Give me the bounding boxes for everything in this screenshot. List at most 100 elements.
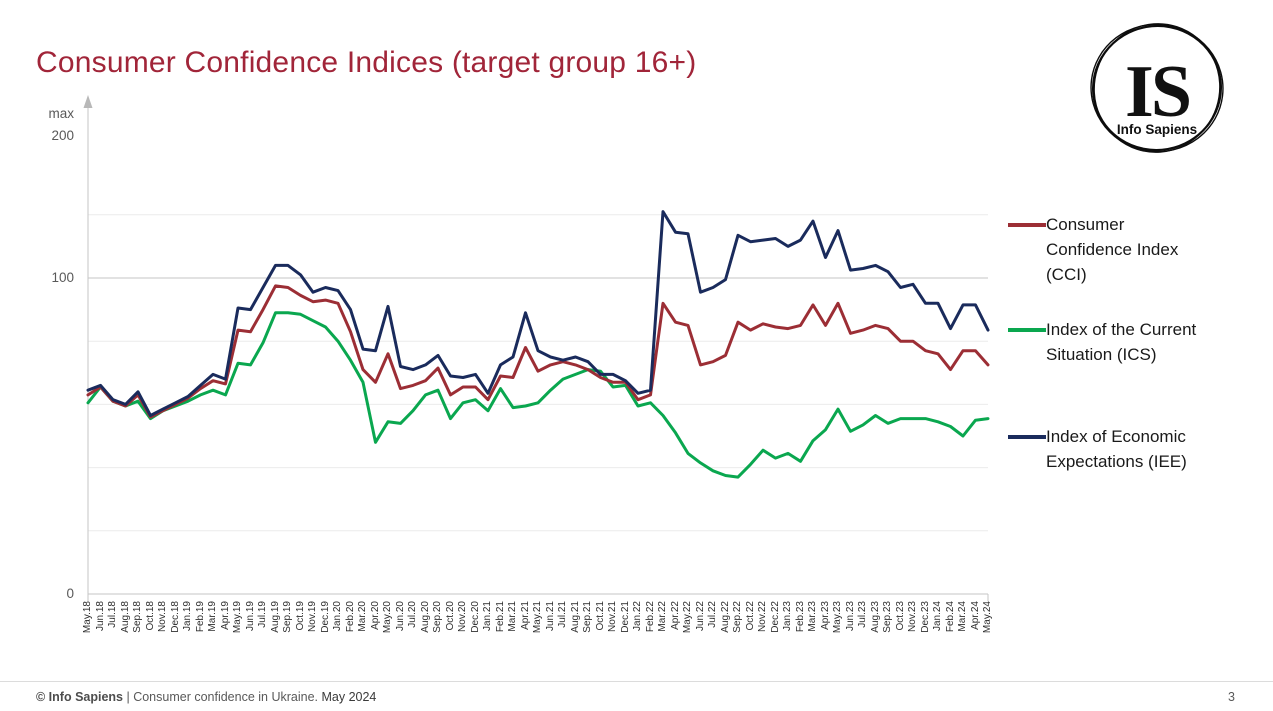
x-tick-label: Jun.22 — [694, 601, 706, 632]
logo-initials: IS — [1125, 51, 1190, 133]
x-tick-label: Feb.19 — [194, 601, 206, 633]
x-tick-label: Oct.22 — [744, 601, 756, 631]
x-tick-label: Jan.19 — [182, 601, 193, 632]
x-tick-label: Dec.21 — [619, 601, 631, 633]
x-tick-label: Aug.19 — [269, 601, 281, 633]
x-tick-label: Jul.19 — [257, 601, 268, 628]
x-tick-label: May.23 — [832, 601, 843, 634]
x-tick-label: Nov.18 — [157, 601, 168, 632]
legend-swatch-cci — [1008, 223, 1046, 227]
x-tick-label: Nov.22 — [757, 601, 768, 632]
footer-copyright: © Info Sapiens — [36, 690, 123, 704]
logo-circle-sketch — [1090, 23, 1224, 153]
x-tick-label: Jan.24 — [932, 601, 943, 632]
y-axis-arrow-icon — [83, 95, 93, 108]
x-tick-label: Dec.23 — [919, 601, 931, 633]
x-tick-label: Oct.20 — [444, 601, 456, 631]
x-tick-label: Jun.21 — [544, 601, 556, 632]
x-tick-label: Sep.21 — [582, 601, 593, 633]
x-tick-label: Aug.20 — [419, 601, 431, 633]
x-tick-label: Dec.19 — [319, 601, 331, 633]
x-tick-label: Oct.18 — [144, 601, 156, 631]
legend-item-ics: Index of the Current Situation (ICS) — [1008, 317, 1258, 367]
x-tick-label: May.21 — [532, 601, 543, 634]
x-tick-label: Jul.22 — [707, 601, 718, 628]
x-tick-label: May.20 — [382, 601, 393, 634]
y-axis-0-label: 0 — [66, 586, 74, 601]
x-tick-label: Aug.21 — [569, 601, 581, 633]
x-tick-label: Apr.20 — [369, 601, 381, 630]
x-tick-label: Aug.18 — [119, 601, 131, 633]
legend-label-ics: Index of the Current Situation (ICS) — [1046, 320, 1197, 364]
x-tick-label: Sep.18 — [132, 601, 143, 633]
x-tick-label: Aug.23 — [869, 601, 881, 633]
legend-item-cci: Consumer Confidence Index (CCI) — [1008, 212, 1258, 287]
x-tick-label: Apr.21 — [519, 601, 531, 630]
x-tick-label: Mar.24 — [957, 601, 968, 632]
y-axis-100-label: 100 — [51, 270, 74, 285]
y-axis-max-label: max — [48, 106, 74, 121]
x-tick-label: Jan.23 — [782, 601, 793, 632]
page-title: Consumer Confidence Indices (target grou… — [36, 46, 697, 79]
x-tick-label: Jan.22 — [632, 601, 643, 632]
series-line-ics — [86, 311, 990, 479]
x-tick-label: Nov.20 — [457, 601, 468, 632]
footer-text: © Info Sapiens | Consumer confidence in … — [36, 690, 376, 704]
legend-label-cci: Consumer Confidence Index (CCI) — [1046, 215, 1179, 284]
chart-legend: Consumer Confidence Index (CCI) Index of … — [1008, 212, 1258, 504]
x-tick-label: Apr.23 — [819, 601, 831, 630]
x-tick-label: Oct.21 — [594, 601, 606, 631]
footer-caption: | Consumer confidence in Ukraine. — [123, 690, 322, 704]
series-line-iee — [86, 210, 990, 417]
x-tick-label: Jun.19 — [244, 601, 256, 632]
x-tick-label: Jan.20 — [332, 601, 343, 632]
x-tick-label: Apr.24 — [969, 601, 981, 630]
x-tick-label: Feb.23 — [794, 601, 806, 633]
legend-swatch-ics — [1008, 328, 1046, 332]
page-number: 3 — [1228, 690, 1235, 704]
x-tick-label: Feb.24 — [944, 601, 956, 633]
legend-label-iee: Index of Economic Expectations (IEE) — [1046, 427, 1187, 471]
x-tick-label: Nov.19 — [307, 601, 318, 632]
x-tick-label: Jul.21 — [557, 601, 568, 628]
footer: © Info Sapiens | Consumer confidence in … — [0, 681, 1273, 704]
x-tick-label: Feb.22 — [644, 601, 656, 633]
x-tick-label: Nov.21 — [607, 601, 618, 632]
x-tick-label: Apr.19 — [219, 601, 231, 630]
legend-item-iee: Index of Economic Expectations (IEE) — [1008, 424, 1258, 474]
series-line-cci — [86, 284, 990, 419]
x-tick-label: Mar.22 — [657, 601, 668, 632]
x-tick-label: May.22 — [682, 601, 693, 634]
x-tick-label: Mar.19 — [207, 601, 218, 632]
x-tick-label: Dec.18 — [169, 601, 181, 633]
x-tick-label: Sep.22 — [732, 601, 743, 633]
x-tick-label: Jul.18 — [107, 601, 118, 628]
x-tick-label: Oct.19 — [294, 601, 306, 631]
x-tick-label: Apr.22 — [669, 601, 681, 630]
legend-swatch-iee — [1008, 435, 1046, 439]
x-tick-label: Dec.22 — [769, 601, 781, 633]
footer-date: May 2024 — [321, 690, 377, 704]
x-tick-label: Sep.23 — [882, 601, 893, 633]
x-tick-label: Jul.23 — [857, 601, 868, 628]
x-tick-label: Mar.20 — [357, 601, 368, 632]
x-tick-label: Sep.19 — [282, 601, 293, 633]
x-tick-label: Jun.20 — [394, 601, 406, 632]
x-tick-label: Dec.20 — [469, 601, 481, 633]
x-tick-label: Aug.22 — [719, 601, 731, 633]
logo-name: Info Sapiens — [1117, 122, 1197, 137]
x-tick-label: May.19 — [232, 601, 243, 634]
x-tick-label: Feb.21 — [494, 601, 506, 633]
y-axis-200-label: 200 — [51, 128, 74, 143]
x-tick-label: Oct.23 — [894, 601, 906, 631]
x-tick-label: Feb.20 — [344, 601, 356, 633]
x-tick-label: May.18 — [82, 601, 93, 634]
x-tick-label: Nov.23 — [907, 601, 918, 632]
x-tick-label: Mar.23 — [807, 601, 818, 632]
x-tick-label: Jul.20 — [407, 601, 418, 628]
x-tick-label: May.24 — [982, 601, 993, 634]
x-tick-label: Sep.20 — [432, 601, 443, 633]
chart-canvas — [83, 95, 990, 601]
x-tick-label: Mar.21 — [507, 601, 518, 632]
